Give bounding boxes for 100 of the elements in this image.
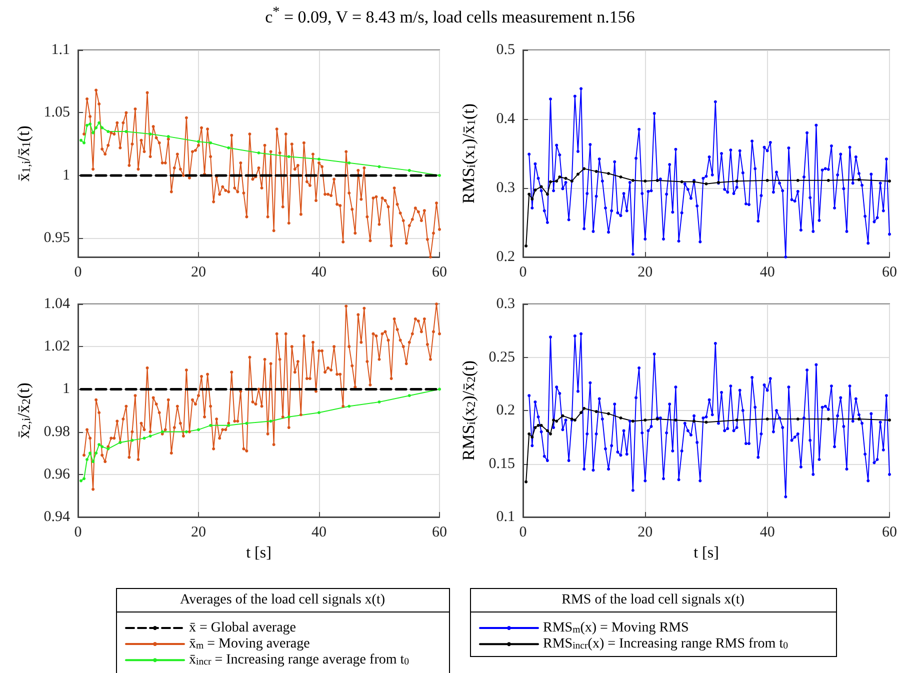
y-tick-label: 1.04 [44, 296, 70, 312]
y-tick-label: 0.4 [496, 111, 516, 127]
point [287, 415, 290, 418]
legend-title: RMS of the load cell signals x(t) [562, 592, 745, 608]
point [408, 168, 411, 172]
y-tick-label: 0.95 [44, 230, 70, 246]
point [644, 418, 647, 422]
point [438, 174, 441, 177]
point [227, 146, 230, 150]
point [88, 122, 92, 126]
point [704, 182, 708, 186]
x-tick-label: 20 [638, 524, 653, 540]
point [631, 178, 634, 182]
line-series [80, 388, 441, 482]
point [524, 244, 528, 248]
y-tick-label: 1.02 [44, 338, 70, 355]
point [594, 170, 598, 173]
point [540, 185, 543, 188]
point [534, 188, 537, 192]
point [704, 420, 708, 424]
point [88, 452, 92, 455]
y-axis-title: x̄1,i/x̄1(t) [14, 126, 33, 182]
y-tick-label: 1 [62, 167, 70, 184]
point [576, 172, 580, 176]
chart-title: c$^{*}$ = 0.09, V = 8.43 m/s, load cells measurement n.156 [264, 4, 636, 28]
legend-label: x̄ = Global average [189, 620, 296, 636]
legend-label: x̄incr = Increasing range average from t0 [189, 652, 410, 668]
line-series [524, 167, 891, 248]
x-tick-label: 20 [191, 524, 206, 540]
point [692, 420, 696, 423]
point [408, 394, 411, 398]
point [197, 428, 200, 432]
point [530, 436, 534, 439]
point [582, 406, 586, 410]
x-tick-label: 40 [312, 524, 326, 540]
point [766, 418, 769, 421]
point [348, 404, 351, 408]
y-tick-label: 0.3 [496, 180, 515, 196]
point [548, 180, 552, 184]
point [148, 132, 152, 136]
point [378, 400, 381, 404]
point [680, 180, 684, 184]
point [573, 418, 576, 422]
point [536, 424, 540, 427]
point [530, 198, 534, 201]
y-tick-label: 0.1 [496, 509, 515, 525]
point [245, 422, 248, 425]
point [674, 418, 678, 422]
x-tick-label: 40 [760, 264, 775, 280]
point [546, 192, 549, 196]
x-tick-label: 0 [519, 524, 527, 540]
point [528, 192, 531, 196]
legend-label: RMSm(x) = Moving RMS [543, 620, 689, 636]
point [98, 121, 101, 124]
point [438, 388, 441, 391]
y-tick-label: 0.96 [44, 466, 70, 482]
point [548, 432, 552, 436]
x-tick-label: 20 [191, 264, 206, 280]
point [582, 167, 586, 170]
point [558, 175, 562, 178]
x-tick-label: 20 [638, 264, 653, 280]
point [98, 443, 101, 446]
point [94, 126, 98, 130]
point [82, 477, 86, 480]
point [130, 438, 134, 442]
y-tick-label: 1.05 [44, 104, 70, 121]
line-series [80, 121, 441, 177]
y-tick-label: 0.2 [496, 249, 515, 265]
point [644, 180, 647, 183]
point [594, 410, 598, 414]
point [257, 151, 260, 154]
point [166, 135, 170, 138]
y-tick-label: 0.2 [496, 402, 515, 418]
x-tick-label: 0 [74, 524, 82, 540]
legend-label: x̄m = Moving average [189, 636, 310, 652]
point [766, 178, 769, 182]
point [148, 434, 152, 438]
x-tick-label: 60 [882, 524, 897, 540]
point [552, 418, 556, 422]
point [524, 480, 528, 484]
y-tick-label: 1.1 [51, 42, 70, 58]
y-axis-title: RMSi(x2)/x̄2(t) [458, 360, 478, 461]
point [86, 124, 89, 127]
point [80, 138, 83, 142]
point [82, 141, 86, 144]
point [184, 430, 188, 434]
y-tick-label: 0.5 [496, 42, 515, 58]
point [619, 175, 622, 178]
point [348, 161, 351, 164]
y-tick-label: 0.15 [488, 456, 515, 472]
x-tick-label: 0 [519, 264, 527, 280]
point [735, 180, 738, 183]
point [197, 140, 200, 144]
point [80, 479, 83, 482]
y-tick-label: 0.25 [488, 349, 515, 366]
legend-title: Averages of the load cell signals x(t) [180, 592, 386, 608]
point [555, 180, 558, 183]
point [124, 130, 128, 134]
point [888, 418, 891, 422]
y-tick-label: 0.3 [496, 296, 515, 312]
